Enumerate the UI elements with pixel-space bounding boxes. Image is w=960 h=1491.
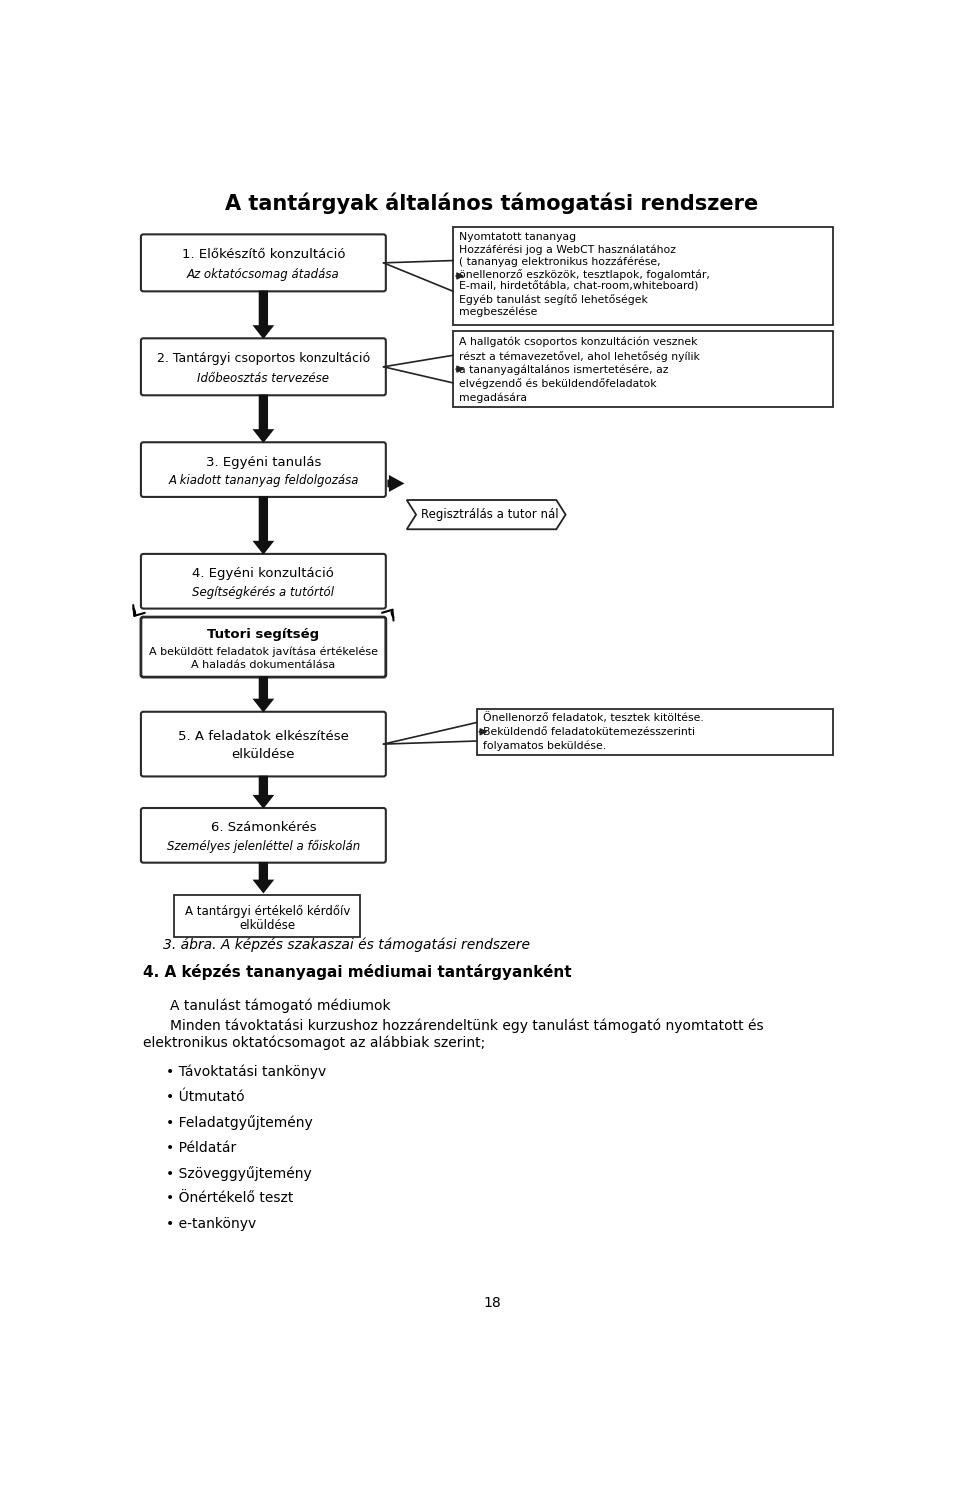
Bar [453, 227, 833, 325]
Text: 3. ábra. A képzés szakaszai és támogatási rendszere: 3. ábra. A képzés szakaszai és támogatás… [162, 938, 530, 951]
Text: 4. A képzés tananyagai médiumai tantárgyanként: 4. A képzés tananyagai médiumai tantárgy… [143, 965, 572, 980]
Text: • Feladatgyűjtemény: • Feladatgyűjtemény [166, 1115, 313, 1130]
Bar [453, 331, 833, 407]
Text: A tantárgyak általános támogatási rendszere: A tantárgyak általános támogatási rendsz… [226, 192, 758, 215]
Text: 1. Előkészítő konzultáció: 1. Előkészítő konzultáció [181, 249, 346, 261]
Text: A hallgatók csoportos konzultáción vesznek: A hallgatók csoportos konzultáción veszn… [460, 337, 698, 347]
Text: • Távoktatási tankönyv: • Távoktatási tankönyv [166, 1065, 326, 1079]
Text: Az oktatócsomag átadása: Az oktatócsomag átadása [187, 268, 340, 280]
Text: önellenorző eszközök, tesztlapok, fogalomtár,: önellenorző eszközök, tesztlapok, fogalo… [460, 268, 710, 280]
Text: elvégzendő és beküldendőfeladatok: elvégzendő és beküldendőfeladatok [460, 379, 657, 389]
Polygon shape [252, 775, 275, 808]
Bar [476, 708, 833, 754]
Polygon shape [252, 677, 275, 713]
Text: megbeszélése: megbeszélése [460, 306, 538, 316]
Text: • Szöveggyűjtemény: • Szöveggyűjtemény [166, 1166, 312, 1181]
FancyBboxPatch shape [141, 338, 386, 395]
Text: • Útmutató: • Útmutató [166, 1090, 245, 1103]
Text: • Példatár: • Példatár [166, 1141, 237, 1154]
FancyArrowPatch shape [133, 605, 145, 616]
Text: • Önértékelő teszt: • Önértékelő teszt [166, 1191, 294, 1205]
Text: Időbeosztás tervezése: Időbeosztás tervezése [198, 371, 329, 385]
Bar [175, 895, 360, 938]
Text: ( tananyag elektronikus hozzáférése,: ( tananyag elektronikus hozzáférése, [460, 256, 661, 267]
Text: 5. A feladatok elkészítése: 5. A feladatok elkészítése [178, 731, 348, 744]
Polygon shape [388, 476, 404, 492]
Polygon shape [252, 395, 275, 443]
Polygon shape [407, 499, 565, 529]
Text: Beküldendő feladatokütemezésszerinti: Beküldendő feladatokütemezésszerinti [483, 726, 695, 737]
Polygon shape [252, 862, 275, 893]
Text: Minden távoktatási kurzushoz hozzárendeltünk egy tanulást támogató nyomtatott és: Minden távoktatási kurzushoz hozzárendel… [170, 1018, 764, 1033]
Text: Önellenorző feladatok, tesztek kitöltése.: Önellenorző feladatok, tesztek kitöltése… [483, 713, 704, 723]
FancyBboxPatch shape [141, 617, 386, 677]
Text: A kiadott tananyag feldolgozása: A kiadott tananyag feldolgozása [168, 474, 359, 488]
Text: • e-tankönyv: • e-tankönyv [166, 1217, 256, 1232]
Text: a tananyagáltalános ismertetésére, az: a tananyagáltalános ismertetésére, az [460, 365, 669, 376]
FancyBboxPatch shape [141, 443, 386, 497]
Text: megadására: megadására [460, 392, 527, 403]
FancyBboxPatch shape [141, 711, 386, 777]
Text: 2. Tantárgyi csoportos konzultáció: 2. Tantárgyi csoportos konzultáció [156, 352, 370, 365]
Text: 4. Egyéni konzultáció: 4. Egyéni konzultáció [192, 567, 334, 580]
Text: elküldése: elküldése [231, 748, 295, 762]
FancyArrowPatch shape [382, 610, 394, 620]
Polygon shape [252, 497, 275, 555]
FancyBboxPatch shape [141, 555, 386, 608]
Text: Tutori segítség: Tutori segítség [207, 628, 320, 641]
Text: 3. Egyéni tanulás: 3. Egyéni tanulás [205, 456, 321, 468]
Text: A tantárgyi értékelő kérdőív: A tantárgyi értékelő kérdőív [184, 905, 350, 917]
Text: Személyes jelenléttel a főiskolán: Személyes jelenléttel a főiskolán [167, 839, 360, 853]
Text: E-mail, hirdetőtábla, chat-room,whiteboard): E-mail, hirdetőtábla, chat-room,whiteboa… [460, 282, 699, 292]
Text: 18: 18 [483, 1296, 501, 1311]
Text: folyamatos beküldése.: folyamatos beküldése. [483, 741, 606, 751]
Polygon shape [252, 291, 275, 338]
FancyBboxPatch shape [141, 808, 386, 863]
Text: elküldése: elküldése [239, 918, 296, 932]
Text: 6. Számonkérés: 6. Számonkérés [210, 822, 316, 835]
Text: Regisztrálás a tutor nál: Regisztrálás a tutor nál [421, 508, 559, 522]
Text: elektronikus oktatócsomagot az alábbiak szerint;: elektronikus oktatócsomagot az alábbiak … [143, 1036, 486, 1051]
Text: Segítségkérés a tutórtól: Segítségkérés a tutórtól [192, 586, 334, 599]
Text: A beküldött feladatok javítása értékelése: A beküldött feladatok javítása értékelés… [149, 646, 378, 656]
FancyBboxPatch shape [141, 234, 386, 291]
Text: Hozzáférési jog a WebCT használatához: Hozzáférési jog a WebCT használatához [460, 245, 677, 255]
Text: Nyomtatott tananyag: Nyomtatott tananyag [460, 233, 577, 243]
Text: A haladás dokumentálása: A haladás dokumentálása [191, 661, 335, 669]
Text: A tanulást támogató médiumok: A tanulást támogató médiumok [170, 999, 391, 1014]
Text: részt a témavezetővel, ahol lehetőség nyílik: részt a témavezetővel, ahol lehetőség ny… [460, 350, 701, 361]
Text: Egyéb tanulást segítő lehetőségek: Egyéb tanulást segítő lehetőségek [460, 294, 648, 304]
